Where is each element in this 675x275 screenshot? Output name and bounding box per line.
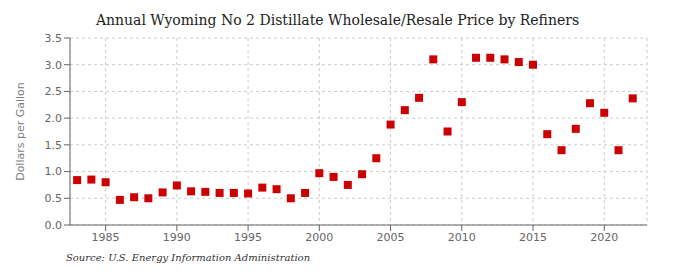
svg-text:2.0: 2.0 — [45, 112, 63, 125]
html-text:Annual Wyoming No 2 Distillate: Annual Wyoming No 2 Distillate Wholesale… — [95, 12, 580, 28]
svg-text:2015: 2015 — [519, 231, 547, 244]
svg-text:2.5: 2.5 — [45, 85, 63, 98]
svg-text:3.0: 3.0 — [45, 59, 63, 72]
svg-text:0.5: 0.5 — [45, 192, 63, 205]
svg-text:2010: 2010 — [448, 231, 476, 244]
svg-text:1.0: 1.0 — [45, 165, 63, 178]
svg-text:Dollars per Gallon: Dollars per Gallon — [14, 82, 27, 181]
svg-text:2005: 2005 — [377, 231, 405, 244]
svg-text:2020: 2020 — [590, 231, 618, 244]
svg-text:1985: 1985 — [92, 231, 120, 244]
svg-text:0.0: 0.0 — [45, 219, 63, 232]
svg-text:1.5: 1.5 — [45, 139, 63, 152]
html-text:Source: U.S. Energy Informatio: Source: U.S. Energy Information Administ… — [66, 252, 311, 263]
svg-text:3.5: 3.5 — [45, 32, 63, 45]
svg-text:1990: 1990 — [163, 231, 191, 244]
svg-text:2000: 2000 — [305, 231, 333, 244]
svg-text:1995: 1995 — [234, 231, 262, 244]
